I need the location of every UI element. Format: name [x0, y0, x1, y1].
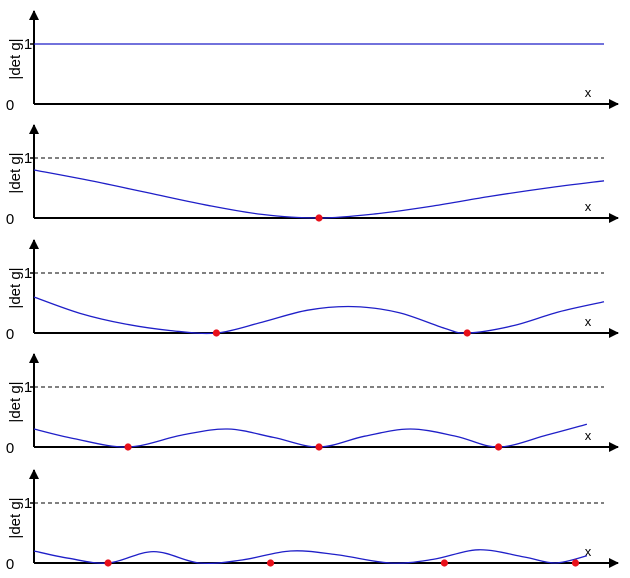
y-tick-label-0: 0 — [6, 97, 14, 114]
y-axis-label: |det g| — [7, 497, 24, 538]
y-tick-label-0: 0 — [6, 211, 14, 228]
zero-point — [440, 559, 448, 567]
zero-point — [571, 559, 580, 567]
x-axis-label: x — [585, 544, 592, 559]
x-axis-label: x — [585, 314, 592, 329]
x-axis-label: x — [585, 199, 592, 214]
zero-point — [315, 443, 323, 451]
y-tick-label-0: 0 — [6, 440, 14, 457]
zero-point — [104, 559, 112, 567]
panel-4: 0 1|det g| x — [6, 353, 619, 457]
y-tick-label-0: 0 — [6, 326, 14, 343]
panel-5: 0 1|det g| x — [6, 469, 619, 573]
y-tick-label-1: 1 — [24, 150, 32, 167]
y-tick-label-1: 1 — [24, 265, 32, 282]
x-axis-label: x — [585, 428, 592, 443]
panel-1: 0 1|det g| x — [6, 10, 619, 114]
panel-3: 0 1|det g| x — [6, 239, 619, 343]
y-tick-label-1: 1 — [24, 379, 32, 396]
y-tick-label-1: 1 — [24, 495, 32, 512]
det-curve — [33, 169, 605, 219]
zero-point — [315, 214, 323, 222]
y-axis-label: |det g| — [7, 381, 24, 422]
y-tick-label-1: 1 — [24, 36, 32, 53]
y-axis-label: |det g| — [7, 267, 24, 308]
panel-2: 0 1|det g| x — [6, 124, 619, 228]
det-curve — [33, 423, 588, 448]
y-axis-label: |det g| — [7, 152, 24, 193]
zero-point — [212, 329, 220, 337]
y-axis-label: |det g| — [7, 38, 24, 79]
zero-point — [494, 443, 503, 451]
zero-point — [124, 443, 132, 451]
x-axis-label: x — [585, 85, 592, 100]
y-tick-label-0: 0 — [6, 556, 14, 573]
zero-point — [266, 559, 275, 567]
det-curve — [33, 296, 605, 335]
zero-point — [463, 329, 471, 337]
det-curve — [33, 549, 588, 565]
